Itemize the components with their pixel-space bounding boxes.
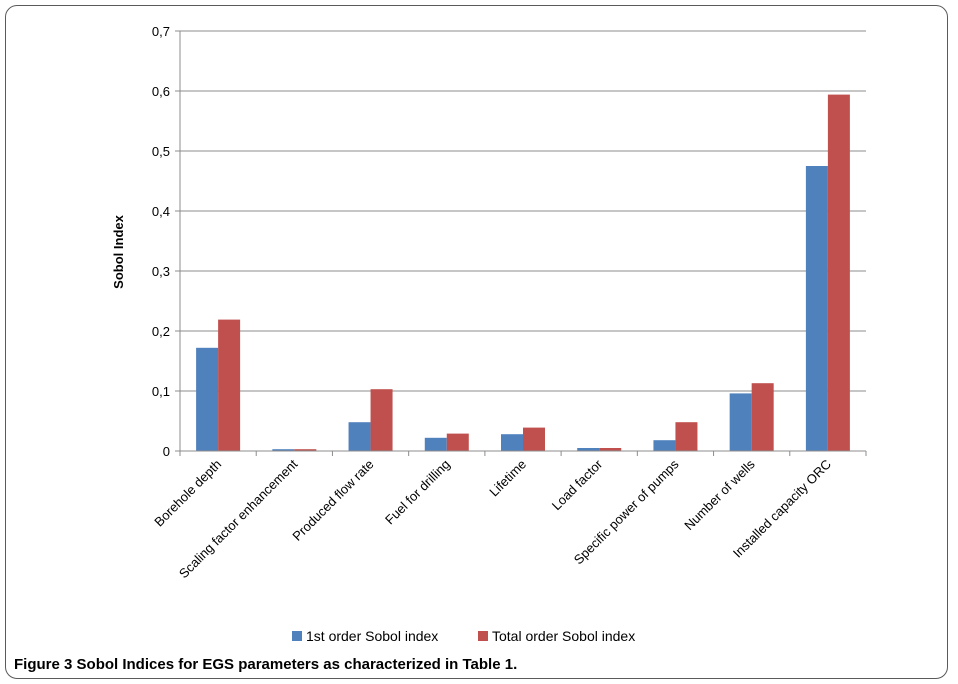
x-tick-label: Produced flow rate	[289, 457, 376, 544]
bar-first-order	[653, 440, 676, 451]
gridlines	[180, 30, 866, 392]
x-tick-label: Borehole depth	[151, 457, 224, 530]
y-tick-label: 0,1	[152, 384, 170, 399]
bar-total-order	[827, 94, 850, 451]
y-tick-label: 0,2	[152, 324, 170, 339]
figure-caption: Figure 3 Sobol Indices for EGS parameter…	[14, 656, 517, 673]
bar-total-order	[218, 319, 241, 451]
bar-total-order	[294, 449, 317, 451]
bar-first-order	[424, 437, 447, 451]
bar-total-order	[675, 422, 698, 451]
y-tick-label: 0,3	[152, 264, 170, 279]
bar-total-order	[523, 427, 545, 451]
legend-swatch	[292, 631, 302, 641]
caption-text: Sobol Indices for EGS parameters as char…	[72, 656, 518, 673]
bar-first-order	[272, 449, 295, 451]
y-tick-label: 0,4	[152, 204, 170, 219]
bar-total-order	[370, 389, 393, 451]
bar-first-order	[729, 393, 752, 451]
bar-first-order	[501, 434, 523, 451]
bar-total-order	[751, 383, 774, 451]
legend-label: Total order Sobol index	[492, 628, 635, 644]
legend-label: 1st order Sobol index	[306, 628, 438, 644]
x-tick-label: Number of wells	[681, 456, 758, 533]
bar-total-order	[446, 433, 469, 451]
x-tick-label: Fuel for drilling	[382, 457, 453, 528]
y-tick-label: 0	[163, 444, 170, 459]
y-tick-label: 0,6	[152, 84, 170, 99]
bar-total-order	[599, 448, 622, 451]
bar-first-order	[805, 166, 828, 451]
bar-first-order	[577, 448, 600, 451]
legend: 1st order Sobol index Total order Sobol i…	[292, 628, 635, 644]
bar-first-order	[196, 347, 219, 451]
legend-swatch	[478, 631, 488, 641]
x-tick-label: Load factor	[549, 456, 606, 513]
bar-first-order	[348, 422, 371, 451]
axes	[175, 30, 867, 456]
y-axis-title: Sobol Index	[111, 214, 126, 288]
figure-number: Figure 3	[14, 656, 73, 673]
bars	[196, 94, 850, 451]
y-tick-label: 0,5	[152, 144, 170, 159]
figure-frame	[5, 5, 948, 679]
y-tick-label: 0,7	[152, 24, 170, 39]
x-tick-label: Lifetime	[486, 457, 529, 500]
